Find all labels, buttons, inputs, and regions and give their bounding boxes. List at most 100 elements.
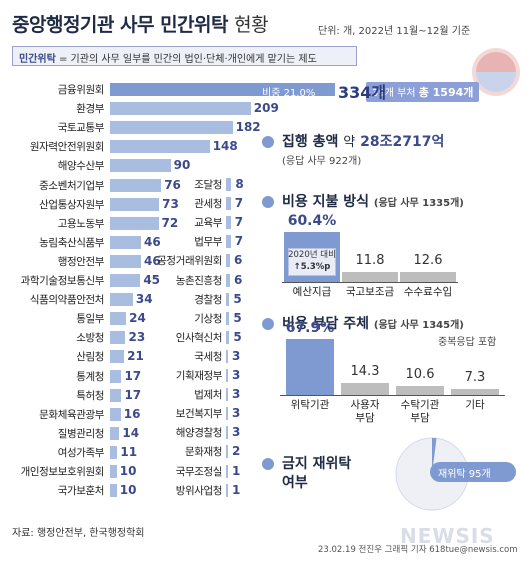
- bar-value: 90: [173, 158, 191, 173]
- bar: [110, 331, 126, 345]
- bar: [226, 235, 231, 249]
- bar-label: 공정거래위원회: [157, 255, 222, 268]
- bar: [226, 178, 232, 191]
- bar-value: 5: [233, 329, 242, 344]
- payment-method-title: 비용 지불 방식 (응답 사무 1335개): [282, 191, 464, 211]
- bar: [110, 102, 251, 116]
- bar: [110, 235, 141, 249]
- bar-label: 금융위원회: [57, 84, 105, 96]
- section-bullet-icon: [262, 136, 274, 148]
- bar-label: 관세청: [194, 198, 222, 211]
- exec-amount-approx: 약: [343, 135, 356, 150]
- bar-value: 1: [232, 463, 241, 478]
- bar-label: 식품의약품안전처: [29, 294, 104, 307]
- bar: [110, 83, 335, 96]
- cost-burden-title: 비용 부담 주체 (응답 사무 1345개): [282, 313, 464, 333]
- bar: [110, 140, 210, 154]
- section-bullet-icon: [262, 196, 274, 208]
- bar: [226, 311, 230, 325]
- bar: [226, 292, 230, 306]
- bar-label: 경찰청: [194, 293, 222, 306]
- watermark-logo: NEWSIS: [400, 524, 495, 548]
- bar-value: 73: [162, 196, 179, 211]
- x-axis: [282, 282, 458, 283]
- bar-label: 법무부: [194, 236, 222, 249]
- bar-value: 7.3: [464, 369, 486, 385]
- bar-value: 5: [233, 291, 242, 306]
- bar: [226, 273, 231, 287]
- bar-label: 국무조정실: [175, 465, 223, 478]
- bar: [110, 159, 171, 173]
- bar-label: 국세청: [194, 350, 222, 363]
- bar-label: 과학기술정보통신부: [20, 275, 105, 287]
- bar-share-label: 비중 21.0%: [262, 88, 316, 99]
- bar: [396, 386, 444, 395]
- definition-text: = 기관의 사무 일부를 민간의 법인·단체·개인에게 맡기는 제도: [55, 54, 317, 65]
- bar-label: 특허청: [76, 389, 104, 402]
- bar-value: 3: [232, 387, 241, 402]
- bar-category: 부담: [355, 412, 375, 424]
- bar-value: 12.6: [413, 252, 443, 268]
- definition-term: 민간위탁: [19, 54, 56, 65]
- bar-value: 72: [161, 215, 179, 230]
- bar-value: 10: [119, 464, 137, 478]
- bar-label: 원자력안전위원회: [29, 141, 104, 154]
- bar: [226, 197, 231, 211]
- bar-annotation: 2020년 대비: [288, 250, 336, 260]
- bar-value: 60.4%: [287, 213, 337, 229]
- bar: [226, 483, 228, 497]
- section-bullet-icon: [262, 318, 274, 330]
- bar: [226, 254, 231, 268]
- bar-value: 45: [143, 273, 161, 287]
- bar-label: 소방청: [76, 332, 104, 345]
- bar: [110, 407, 121, 421]
- bar-label: 문화재청: [184, 446, 222, 459]
- bar: [110, 254, 141, 268]
- bar: [110, 274, 141, 287]
- bar-label: 질병관리청: [57, 427, 105, 440]
- bar-label: 보건복지부: [175, 408, 223, 421]
- exec-amount-sub: (응답 사무 922개): [282, 156, 362, 167]
- bar-label: 기획재정부: [175, 370, 223, 382]
- bar: [110, 293, 133, 307]
- bar-category: 위탁기관: [290, 399, 330, 411]
- bar: [342, 272, 398, 282]
- pie-label-pill: [430, 462, 516, 482]
- bar-category: 사용자: [350, 399, 380, 411]
- bar: [451, 388, 499, 395]
- bar-value: 6: [234, 272, 243, 287]
- cost-burden-note: 중복응답 포함: [438, 337, 497, 348]
- bar-value: 3: [232, 406, 241, 421]
- bar-label: 해양수산부: [57, 160, 105, 173]
- bar: [226, 330, 230, 344]
- bar: [226, 216, 231, 230]
- bar-label: 국가보훈처: [57, 485, 105, 498]
- bar: [110, 388, 122, 402]
- bar-value: 11.8: [355, 253, 385, 269]
- cost-burden-label: 비용 부담 주체: [282, 316, 370, 332]
- bar-value: 23: [128, 330, 146, 345]
- bar-value: 1: [232, 482, 241, 497]
- bar: [110, 216, 159, 230]
- bar-annotation: ↑5.3%p: [293, 262, 331, 272]
- bar-label: 인사혁신처: [175, 331, 223, 344]
- bar-category: 수탁기관: [400, 399, 440, 411]
- bar: [400, 271, 456, 282]
- bar-value: 2: [232, 444, 241, 459]
- bar-value: 17: [124, 368, 142, 383]
- cost-burden-sub: (응답 사무 1345개): [373, 320, 464, 331]
- bar-value: 24: [129, 311, 146, 326]
- bar-value: 7: [234, 196, 244, 211]
- bar: [226, 464, 228, 478]
- bar-label: 조달청: [194, 179, 222, 191]
- bar-label: 국토교통부: [57, 122, 105, 135]
- bar-value: 148: [212, 139, 238, 154]
- bar-label: 농촌진흥청: [175, 274, 223, 287]
- government-seal-icon: [472, 48, 520, 96]
- bar-label: 행정안전부: [57, 255, 105, 268]
- bar: [110, 121, 233, 135]
- title-main: 중앙행정기관 사무 민간위탁: [12, 14, 229, 36]
- bar-category: 부담: [410, 412, 430, 424]
- bar-label: 법제처: [194, 389, 222, 402]
- bar-label: 고용노동부: [57, 217, 105, 230]
